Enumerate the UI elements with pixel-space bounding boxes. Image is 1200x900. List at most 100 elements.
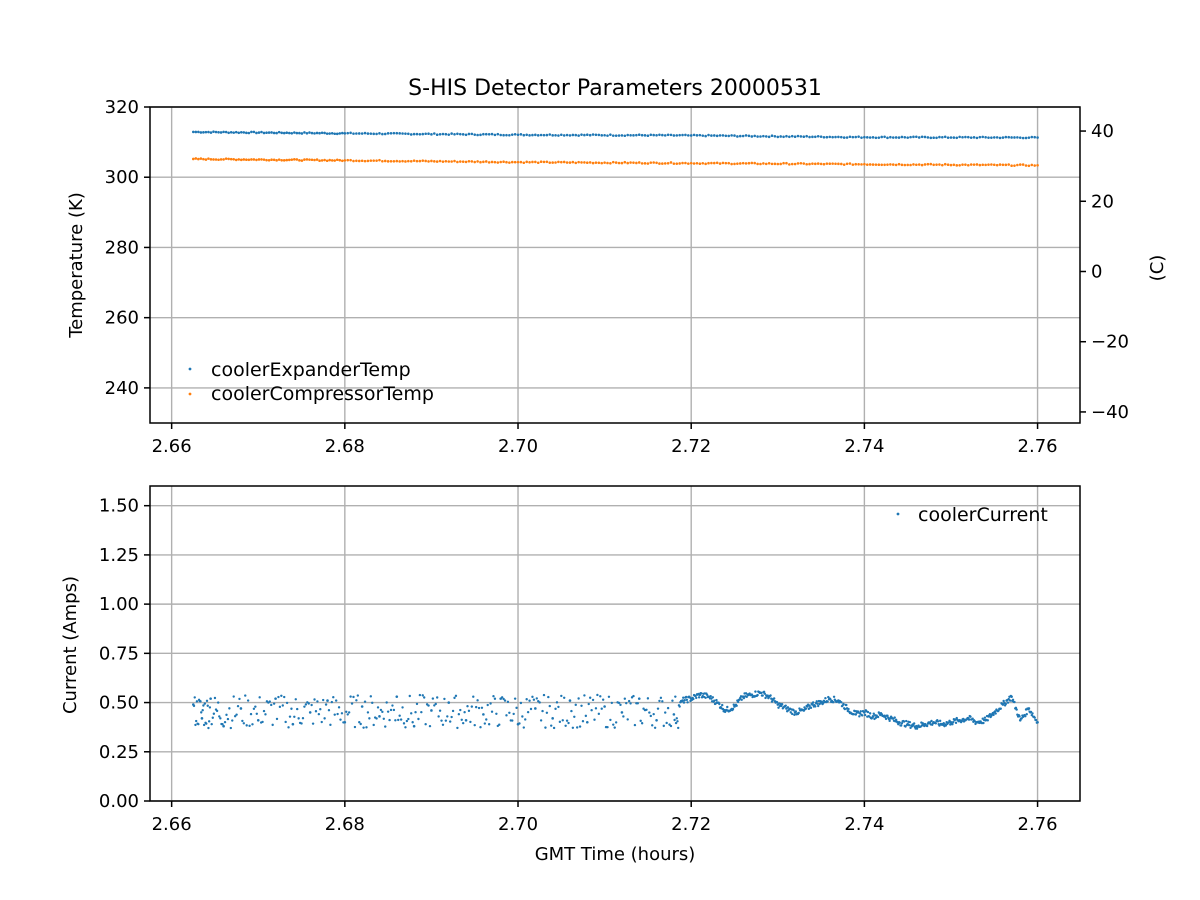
data-point — [229, 157, 233, 161]
data-point — [313, 132, 316, 135]
data-point — [639, 719, 642, 723]
data-point — [328, 132, 331, 135]
data-point — [845, 136, 849, 139]
data-point — [790, 134, 794, 138]
x-tick-label: 2.76 — [1018, 814, 1058, 835]
data-point — [701, 134, 705, 137]
data-point — [932, 136, 935, 139]
data-point — [903, 163, 907, 167]
data-point — [834, 162, 837, 166]
data-point — [944, 724, 948, 727]
data-point — [822, 162, 826, 166]
data-point — [762, 162, 765, 165]
data-point — [519, 133, 523, 136]
data-point — [513, 697, 517, 700]
data-point — [632, 161, 635, 164]
data-point — [811, 162, 814, 165]
data-point — [505, 714, 508, 717]
data-point — [828, 135, 832, 139]
data-point — [487, 133, 491, 136]
data-point — [796, 162, 800, 165]
data-point — [626, 718, 629, 721]
data-point — [978, 163, 982, 167]
data-point — [695, 134, 699, 137]
data-point — [275, 159, 278, 162]
data-point — [421, 159, 425, 162]
data-point — [284, 720, 287, 724]
data-point — [574, 133, 578, 137]
data-point — [293, 158, 296, 161]
data-point — [987, 136, 990, 139]
data-point — [239, 707, 243, 710]
data-point — [609, 133, 612, 136]
temperature-y-axis-label: Temperature (K) — [66, 192, 87, 339]
data-point — [285, 158, 289, 162]
data-point — [1010, 164, 1013, 168]
data-point — [971, 717, 974, 720]
data-point — [194, 157, 198, 160]
data-point — [676, 720, 679, 723]
data-point — [623, 134, 627, 138]
data-point — [617, 134, 621, 137]
data-point — [964, 163, 967, 166]
data-point — [360, 705, 364, 708]
data-point — [920, 135, 924, 139]
data-point — [202, 157, 205, 161]
data-point — [249, 712, 253, 716]
data-point — [726, 705, 729, 709]
data-point — [392, 159, 396, 163]
data-point — [848, 162, 852, 165]
data-point — [848, 135, 852, 139]
data-point — [303, 705, 306, 708]
data-point — [492, 695, 495, 698]
data-point — [430, 159, 433, 163]
data-point — [629, 133, 632, 137]
data-point — [707, 133, 710, 137]
data-point — [548, 704, 551, 708]
data-point — [467, 132, 471, 136]
data-point — [237, 131, 241, 135]
data-point — [655, 161, 658, 165]
data-point — [863, 135, 866, 139]
data-point — [839, 135, 843, 139]
data-point — [658, 133, 661, 137]
data-point — [505, 133, 508, 137]
data-point — [356, 694, 360, 697]
data-point — [271, 723, 274, 727]
data-point — [218, 715, 221, 718]
data-point — [629, 161, 632, 164]
data-point — [333, 159, 337, 162]
data-point — [672, 713, 676, 716]
data-point — [941, 163, 944, 167]
data-point — [418, 132, 422, 136]
data-point — [483, 722, 487, 725]
data-point — [578, 725, 582, 728]
data-point — [392, 131, 396, 135]
data-point — [585, 133, 589, 137]
data-point — [522, 161, 526, 165]
data-point — [562, 160, 566, 164]
data-point — [318, 131, 321, 135]
data-point — [560, 694, 563, 698]
data-point — [597, 161, 601, 165]
data-point — [384, 725, 387, 728]
data-point — [202, 723, 206, 727]
data-point — [434, 702, 437, 706]
data-point — [204, 130, 208, 134]
data-point — [282, 159, 286, 162]
data-point — [554, 161, 557, 164]
data-point — [583, 133, 586, 137]
data-point — [1033, 135, 1036, 139]
data-point — [730, 134, 733, 137]
data-point — [992, 713, 995, 717]
data-point — [381, 132, 384, 136]
data-point — [412, 159, 416, 162]
data-point — [860, 136, 863, 139]
data-point — [742, 696, 746, 700]
data-point — [194, 130, 198, 134]
data-point — [652, 133, 655, 137]
data-point — [779, 162, 782, 166]
data-point — [407, 717, 410, 721]
data-point — [590, 708, 593, 712]
data-point — [637, 161, 641, 164]
